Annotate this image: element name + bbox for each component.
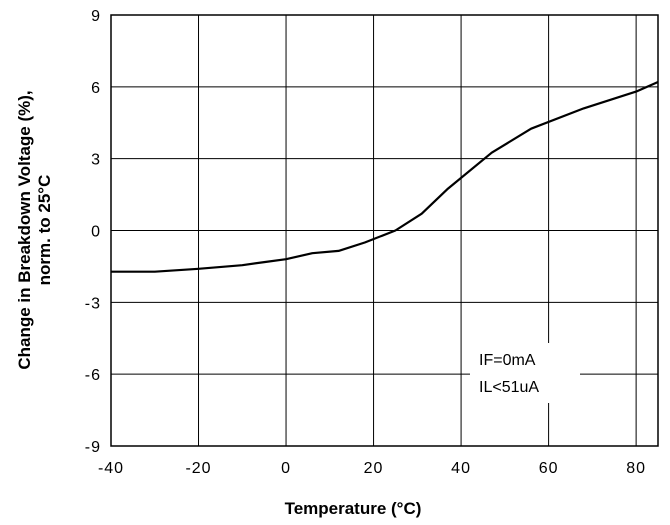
series-line-breakdown-voltage [111,80,659,273]
y-axis-label-line1: Change in Breakdown Voltage (%), [15,90,34,369]
y-tick-label: 6 [91,80,101,97]
annotation-il: IL<51uA [479,379,539,396]
x-tick-labels: -40 -20 0 20 40 60 80 [98,460,646,477]
y-tick-label: -3 [85,295,101,312]
y-tick-label: 3 [91,152,101,169]
x-tick-label: 20 [364,460,384,477]
x-axis-label: Temperature (°C) [285,499,422,518]
y-tick-label: 0 [91,224,101,241]
y-tick-label: 9 [91,8,101,25]
y-tick-label: -6 [85,367,101,384]
x-tick-label: 60 [539,460,559,477]
x-tick-label: 80 [626,460,646,477]
annotation-if: IF=0mA [479,352,536,369]
y-tick-labels: 9 6 3 0 -3 -6 -9 [85,8,101,456]
x-tick-label: 40 [451,460,471,477]
y-tick-label: -9 [85,439,101,456]
x-tick-label: -20 [185,460,211,477]
annotation-box-background [470,343,580,403]
x-tick-label: -40 [98,460,124,477]
y-axis-label-line2: norm. to 25°C [35,175,54,286]
x-tick-label: 0 [281,460,291,477]
plot-area-frame [110,14,659,447]
